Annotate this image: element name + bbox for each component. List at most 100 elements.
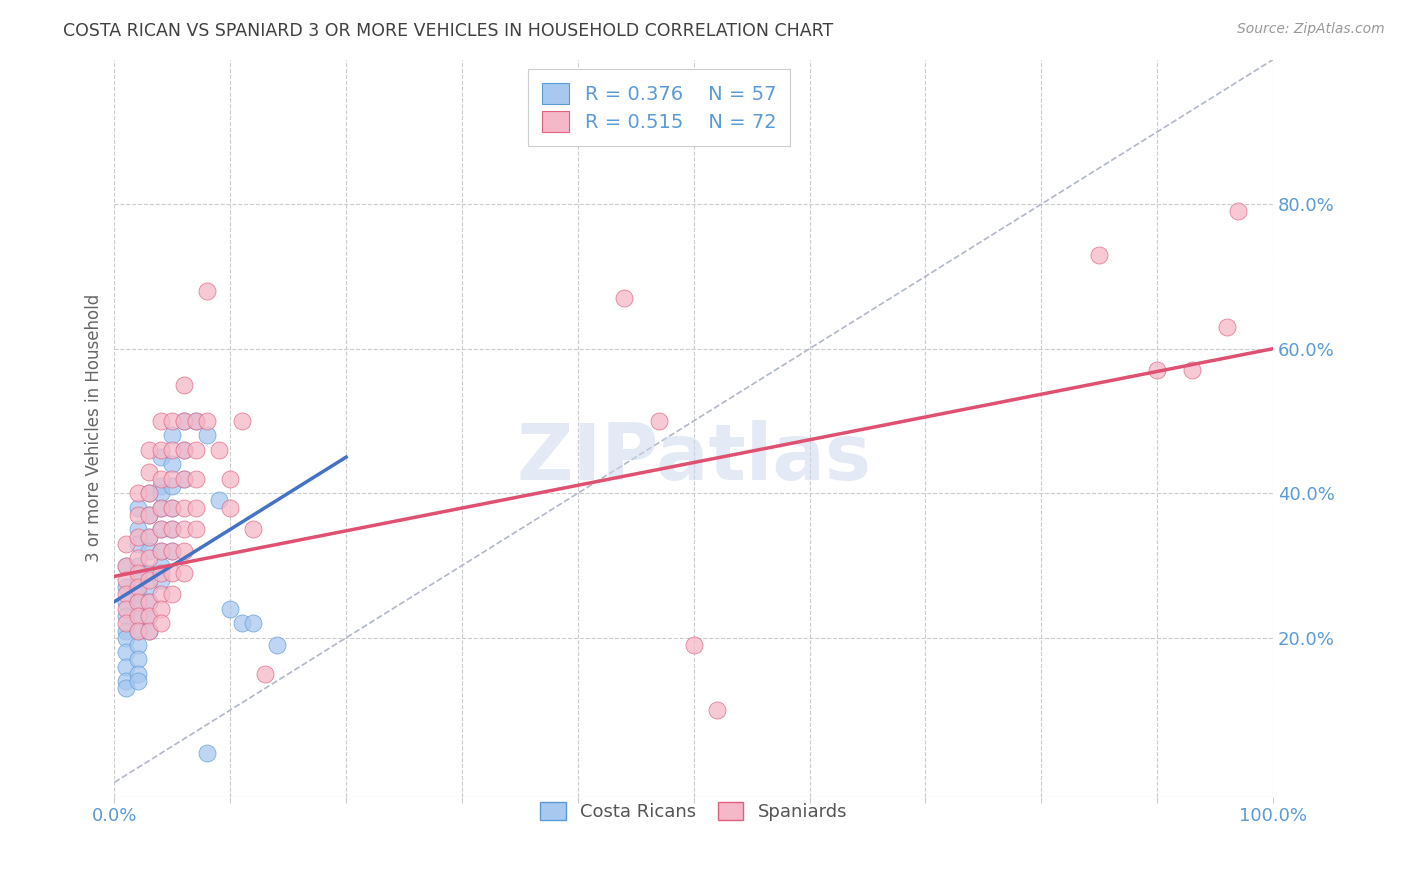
Point xyxy=(138,508,160,522)
Point xyxy=(195,284,218,298)
Point xyxy=(149,486,172,500)
Point xyxy=(138,508,160,522)
Point xyxy=(613,291,636,305)
Point xyxy=(138,544,160,558)
Point xyxy=(266,638,288,652)
Point xyxy=(115,631,138,645)
Point xyxy=(184,414,207,428)
Point xyxy=(138,442,160,457)
Point xyxy=(231,414,253,428)
Point xyxy=(127,624,149,638)
Point xyxy=(219,602,242,616)
Point xyxy=(184,500,207,515)
Point xyxy=(149,472,172,486)
Point xyxy=(162,414,184,428)
Point xyxy=(173,472,195,486)
Point xyxy=(115,558,138,573)
Point xyxy=(138,624,160,638)
Point xyxy=(1088,248,1111,262)
Point xyxy=(127,500,149,515)
Point xyxy=(195,428,218,442)
Point xyxy=(138,465,160,479)
Point xyxy=(173,377,195,392)
Point xyxy=(115,609,138,624)
Point xyxy=(138,594,160,608)
Point xyxy=(242,616,264,631)
Point xyxy=(173,442,195,457)
Point xyxy=(138,609,160,624)
Point xyxy=(149,500,172,515)
Point xyxy=(127,609,149,624)
Point xyxy=(149,566,172,580)
Point xyxy=(127,573,149,587)
Point xyxy=(149,544,172,558)
Point xyxy=(138,624,160,638)
Point xyxy=(149,442,172,457)
Point xyxy=(173,522,195,536)
Point xyxy=(162,472,184,486)
Point xyxy=(242,522,264,536)
Point xyxy=(173,500,195,515)
Point xyxy=(162,442,184,457)
Point xyxy=(648,414,671,428)
Point xyxy=(195,747,218,761)
Point xyxy=(149,522,172,536)
Text: COSTA RICAN VS SPANIARD 3 OR MORE VEHICLES IN HOUSEHOLD CORRELATION CHART: COSTA RICAN VS SPANIARD 3 OR MORE VEHICL… xyxy=(63,22,834,40)
Point xyxy=(127,566,149,580)
Point xyxy=(127,587,149,601)
Point xyxy=(162,428,184,442)
Point xyxy=(184,442,207,457)
Point xyxy=(127,667,149,681)
Y-axis label: 3 or more Vehicles in Household: 3 or more Vehicles in Household xyxy=(86,294,103,562)
Point xyxy=(127,594,149,608)
Point xyxy=(127,624,149,638)
Point xyxy=(115,573,138,587)
Point xyxy=(162,479,184,493)
Point xyxy=(162,500,184,515)
Point xyxy=(127,580,149,594)
Point xyxy=(184,472,207,486)
Point xyxy=(162,544,184,558)
Point xyxy=(149,587,172,601)
Point xyxy=(1227,204,1250,219)
Point xyxy=(138,551,160,566)
Point xyxy=(231,616,253,631)
Point xyxy=(173,442,195,457)
Point xyxy=(127,674,149,689)
Point xyxy=(1181,363,1204,377)
Point xyxy=(149,616,172,631)
Point xyxy=(149,573,172,587)
Point xyxy=(115,594,138,608)
Point xyxy=(127,530,149,544)
Point xyxy=(219,472,242,486)
Point xyxy=(162,566,184,580)
Point xyxy=(208,442,231,457)
Point xyxy=(127,609,149,624)
Point xyxy=(149,544,172,558)
Point xyxy=(138,594,160,608)
Point xyxy=(149,450,172,464)
Point xyxy=(149,479,172,493)
Point xyxy=(115,681,138,696)
Point xyxy=(682,638,704,652)
Point xyxy=(162,544,184,558)
Point xyxy=(115,674,138,689)
Point xyxy=(115,587,138,601)
Point xyxy=(253,667,276,681)
Point xyxy=(162,458,184,472)
Point xyxy=(138,566,160,580)
Point xyxy=(115,580,138,594)
Point xyxy=(219,500,242,515)
Point xyxy=(162,522,184,536)
Text: ZIPatlas: ZIPatlas xyxy=(516,419,872,496)
Point xyxy=(195,414,218,428)
Point xyxy=(184,414,207,428)
Point xyxy=(127,522,149,536)
Point xyxy=(173,566,195,580)
Point xyxy=(115,558,138,573)
Point xyxy=(115,645,138,659)
Point xyxy=(173,472,195,486)
Point xyxy=(138,580,160,594)
Point xyxy=(162,522,184,536)
Point xyxy=(115,602,138,616)
